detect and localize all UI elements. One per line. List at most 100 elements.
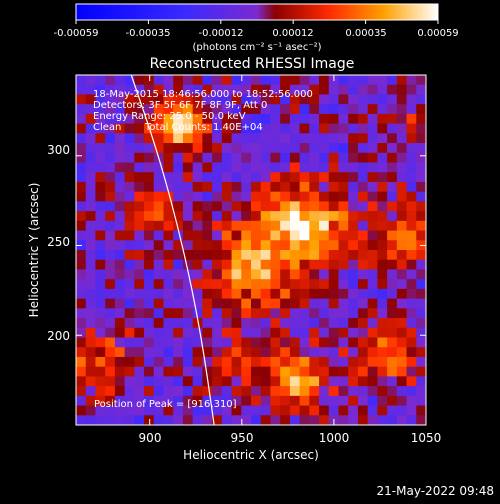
heatmap-cell bbox=[280, 376, 291, 387]
heatmap-cell bbox=[153, 172, 165, 183]
heatmap-cell bbox=[95, 405, 106, 416]
heatmap-cell bbox=[212, 181, 223, 193]
heatmap-cell bbox=[153, 308, 165, 319]
heatmap-cell bbox=[134, 356, 145, 368]
heatmap-cell bbox=[124, 113, 135, 125]
heatmap-cell bbox=[212, 191, 223, 202]
heatmap-cell bbox=[231, 84, 242, 96]
heatmap-cell bbox=[270, 152, 281, 164]
heatmap-cell bbox=[182, 288, 194, 300]
heatmap-cell bbox=[105, 405, 116, 416]
heatmap-cell bbox=[396, 75, 408, 86]
annotation-time: 18-May-2015 18:46:56.000 to 18:52:56.000 bbox=[93, 89, 313, 100]
heatmap-cell bbox=[338, 240, 349, 251]
heatmap-cell bbox=[95, 347, 106, 358]
heatmap-cell bbox=[348, 259, 359, 271]
heatmap-cell bbox=[95, 395, 106, 407]
heatmap-cell bbox=[212, 75, 223, 86]
heatmap-cell bbox=[348, 308, 359, 319]
heatmap-cell bbox=[124, 386, 135, 397]
heatmap-cell bbox=[338, 366, 349, 377]
heatmap-cell bbox=[134, 279, 145, 290]
heatmap-cell bbox=[348, 172, 359, 183]
heatmap-cell bbox=[114, 181, 126, 193]
heatmap-cell bbox=[221, 172, 233, 183]
heatmap-cell bbox=[202, 337, 213, 348]
heatmap-cell bbox=[231, 220, 242, 232]
heatmap-cell bbox=[85, 191, 97, 202]
heatmap-cell bbox=[367, 143, 378, 154]
heatmap-cell bbox=[289, 405, 301, 416]
heatmap-cell bbox=[124, 318, 135, 329]
heatmap-cell bbox=[241, 84, 252, 96]
heatmap-cell bbox=[114, 211, 126, 222]
heatmap-cell bbox=[114, 172, 126, 183]
heatmap-cell bbox=[173, 327, 184, 339]
heatmap-cell bbox=[387, 376, 398, 387]
heatmap-cell bbox=[251, 337, 262, 348]
heatmap-cell bbox=[377, 201, 388, 212]
heatmap-cell bbox=[338, 201, 349, 212]
heatmap-cell bbox=[328, 259, 340, 271]
heatmap-cell bbox=[241, 376, 252, 387]
heatmap-cell bbox=[76, 347, 87, 358]
heatmap-cell bbox=[299, 104, 310, 115]
heatmap-cell bbox=[270, 405, 281, 416]
heatmap-cell bbox=[309, 123, 320, 134]
heatmap-cell bbox=[416, 269, 426, 280]
heatmap-cell bbox=[124, 162, 135, 173]
heatmap-cell bbox=[231, 308, 242, 319]
heatmap-cell bbox=[319, 104, 330, 115]
heatmap-cell bbox=[338, 269, 349, 280]
heatmap-cell bbox=[270, 288, 281, 300]
heatmap-cell bbox=[280, 356, 291, 368]
heatmap-cell bbox=[85, 211, 97, 222]
heatmap-cell bbox=[163, 337, 174, 348]
heatmap-cell bbox=[377, 240, 388, 251]
heatmap-cell bbox=[124, 366, 135, 377]
heatmap-cell bbox=[163, 240, 174, 251]
heatmap-cell bbox=[260, 327, 272, 339]
heatmap-cell bbox=[212, 123, 223, 134]
heatmap-cell bbox=[105, 366, 116, 377]
heatmap-cell bbox=[367, 211, 378, 222]
heatmap-cell bbox=[173, 415, 184, 425]
heatmap-cell bbox=[319, 269, 330, 280]
heatmap-cell bbox=[396, 298, 408, 309]
heatmap-cell bbox=[163, 415, 174, 425]
heatmap-cell bbox=[328, 366, 340, 377]
heatmap-cell bbox=[221, 152, 233, 164]
heatmap-cell bbox=[280, 143, 291, 154]
heatmap-cell bbox=[95, 288, 106, 300]
heatmap-cell bbox=[192, 172, 203, 183]
heatmap-cell bbox=[124, 123, 135, 134]
heatmap-cell bbox=[192, 84, 203, 96]
heatmap-cell bbox=[357, 162, 369, 173]
heatmap-cell bbox=[377, 395, 388, 407]
heatmap-cell bbox=[280, 259, 291, 271]
heatmap-cell bbox=[319, 143, 330, 154]
heatmap-cell bbox=[85, 240, 97, 251]
heatmap-cell bbox=[396, 211, 408, 222]
heatmap-cell bbox=[114, 123, 126, 134]
heatmap-cell bbox=[328, 181, 340, 193]
heatmap-cell bbox=[202, 181, 213, 193]
heatmap-cell bbox=[95, 259, 106, 271]
heatmap-cell bbox=[357, 75, 369, 86]
heatmap-cell bbox=[406, 240, 417, 251]
heatmap-cell bbox=[202, 279, 213, 290]
heatmap-cell bbox=[309, 152, 320, 164]
heatmap-cell bbox=[241, 337, 252, 348]
heatmap-cell bbox=[76, 201, 87, 212]
heatmap-cell bbox=[134, 172, 145, 183]
heatmap-cell bbox=[251, 201, 262, 212]
heatmap-cell bbox=[280, 318, 291, 329]
heatmap-cell bbox=[134, 123, 145, 134]
heatmap-cell bbox=[357, 337, 369, 348]
heatmap-cell bbox=[377, 356, 388, 368]
heatmap-cell bbox=[231, 230, 242, 241]
heatmap-cell bbox=[387, 162, 398, 173]
heatmap-cell bbox=[251, 288, 262, 300]
heatmap-cell bbox=[144, 337, 155, 348]
heatmap-cell bbox=[260, 143, 272, 154]
